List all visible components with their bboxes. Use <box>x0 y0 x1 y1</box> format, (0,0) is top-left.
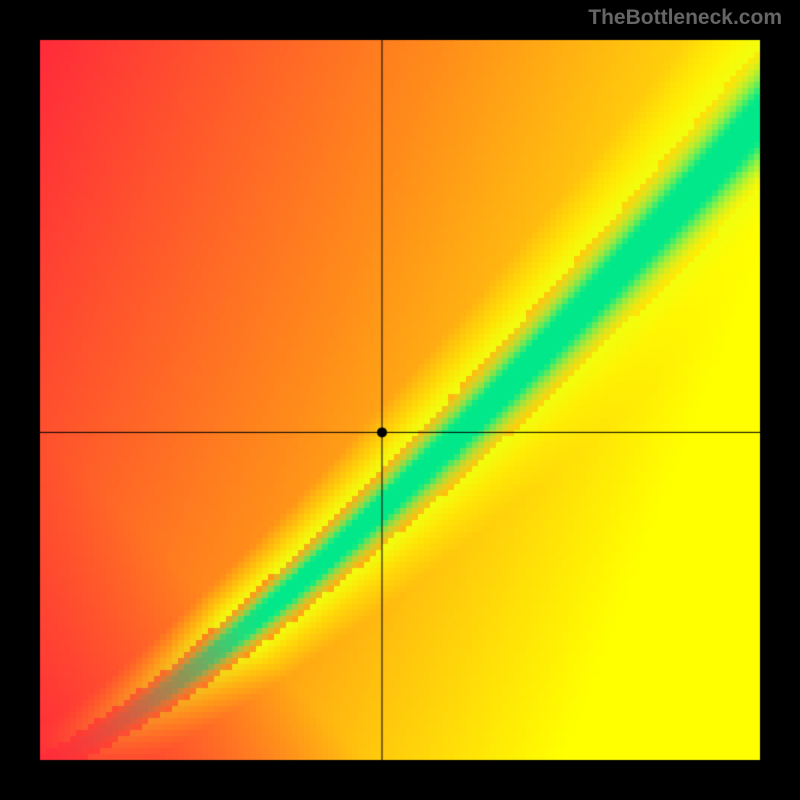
watermark-text: TheBottleneck.com <box>588 6 782 30</box>
heatmap-canvas <box>0 0 800 800</box>
chart-container: TheBottleneck.com <box>0 0 800 800</box>
